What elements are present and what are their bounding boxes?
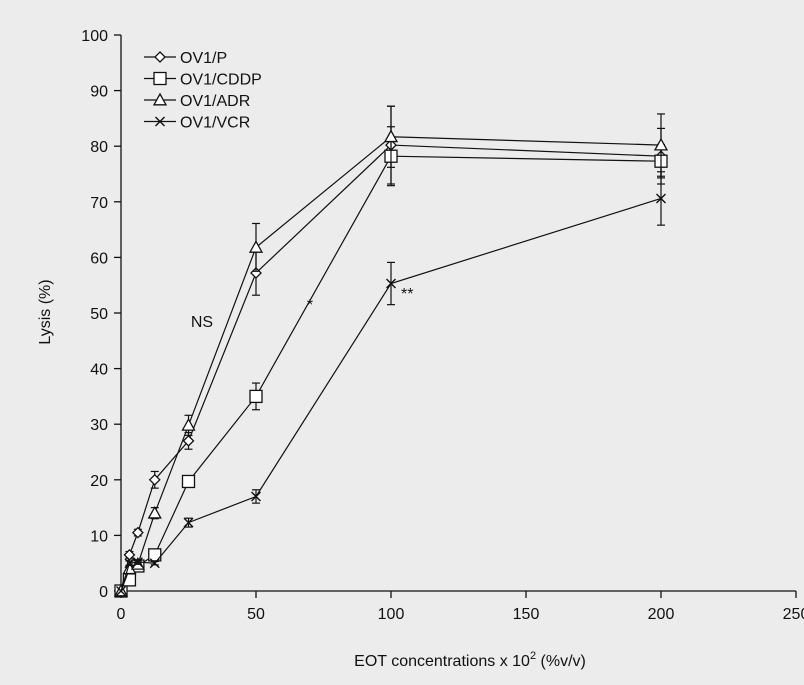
square-marker-shape	[181, 474, 196, 489]
y-tick-label: 0	[99, 584, 108, 601]
y-tick-label: 30	[90, 417, 108, 434]
triangle-marker-shape	[653, 137, 669, 151]
legend-label: OV1/CDDP	[180, 72, 262, 89]
data-point-cross	[149, 558, 160, 569]
y-tick-label: 80	[90, 139, 108, 156]
x-axis-title-suffix: (%v/v)	[536, 653, 586, 670]
legend-item-square: OV1/CDDP	[144, 72, 262, 89]
legend-marker-square	[153, 71, 167, 86]
diamond-marker-shape	[148, 473, 161, 486]
series-cross	[116, 171, 666, 596]
cross-marker-stroke	[149, 558, 160, 569]
square-marker-shape	[153, 71, 167, 86]
square-marker-shape	[249, 389, 263, 404]
y-tick-label: 100	[81, 28, 108, 45]
data-point-diamond	[131, 526, 144, 539]
data-point-triangle	[383, 129, 399, 143]
data-point-cross	[386, 278, 396, 289]
legend-marker-triangle	[152, 92, 168, 106]
y-tick-label: 10	[90, 528, 108, 545]
data-point-cross	[116, 586, 126, 596]
y-tick-label: 40	[90, 362, 108, 379]
annotation-label: **	[401, 286, 413, 303]
data-point-square	[249, 389, 263, 404]
data-point-cross	[251, 491, 261, 502]
x-tick-label: 0	[117, 606, 126, 623]
data-point-square	[181, 474, 196, 489]
triangle-marker-shape	[152, 92, 168, 106]
x-tick-label: 100	[378, 606, 405, 623]
legend-item-diamond: OV1/P	[144, 50, 227, 67]
annotation-layer: NS***	[191, 286, 414, 331]
series-layer	[113, 105, 669, 598]
annotation-label: *	[307, 297, 313, 314]
square-marker-shape	[148, 548, 162, 562]
y-axis-title: Lysis (%)	[37, 279, 54, 344]
x-axis-title: EOT concentrations x 102 (%v/v)	[354, 650, 586, 670]
x-axis-title-main: EOT concentrations x 10	[354, 653, 530, 670]
cross-marker-stroke	[656, 193, 666, 204]
legend-marker-cross	[155, 116, 165, 127]
legend: OV1/P OV1/CDDP OV1/ADR OV1/VCR	[144, 50, 262, 132]
diamond-marker-shape	[123, 548, 136, 561]
diamond-marker-shape	[154, 51, 166, 63]
legend-label: OV1/ADR	[180, 93, 250, 110]
data-point-diamond	[182, 434, 195, 447]
y-tick-label: 70	[90, 195, 108, 212]
x-tick-label: 150	[513, 606, 540, 623]
x-tick-label: 50	[247, 606, 265, 623]
legend-label: OV1/VCR	[180, 115, 250, 132]
x-tick-label: 200	[648, 606, 675, 623]
legend-item-triangle: OV1/ADR	[144, 92, 250, 110]
data-point-triangle	[248, 240, 264, 253]
cross-marker-stroke	[183, 517, 194, 528]
diamond-marker-shape	[131, 526, 144, 539]
diamond-marker-shape	[182, 434, 195, 447]
legend-item-cross: OV1/VCR	[144, 115, 250, 132]
data-point-cross	[656, 193, 666, 204]
y-tick-label: 60	[90, 250, 108, 267]
data-point-diamond	[148, 473, 161, 486]
data-point-triangle	[653, 137, 669, 151]
annotation-label: NS	[191, 314, 213, 331]
x-tick-label: 250	[783, 606, 804, 623]
cross-marker-stroke	[386, 278, 396, 289]
triangle-marker-shape	[147, 505, 162, 519]
data-point-square	[148, 548, 162, 562]
data-point-cross	[132, 557, 143, 568]
data-point-triangle	[181, 417, 196, 431]
cross-marker-stroke	[251, 491, 261, 502]
legend-label: OV1/P	[180, 50, 227, 67]
data-point-cross	[183, 517, 194, 528]
y-tick-label: 50	[90, 306, 108, 323]
x-axis-title-superscript: 2	[530, 650, 536, 662]
legend-marker-diamond	[154, 51, 166, 63]
series-line-cross	[120, 197, 662, 592]
y-tick-label: 90	[90, 84, 108, 101]
cross-marker-stroke	[124, 558, 135, 569]
data-point-triangle	[147, 505, 162, 519]
y-tick-label: 20	[90, 473, 108, 490]
axes: 0 10 20 30 40 50 60 70 80 90 100 0 50 100 150 200 250	[81, 28, 804, 623]
cross-marker-stroke	[132, 557, 143, 568]
triangle-marker-shape	[383, 129, 399, 143]
cross-marker-stroke	[155, 116, 165, 127]
data-point-diamond	[123, 548, 136, 561]
data-point-cross	[124, 558, 135, 569]
cross-marker-stroke	[116, 586, 126, 596]
triangle-marker-shape	[248, 240, 264, 253]
triangle-marker-shape	[181, 417, 196, 431]
